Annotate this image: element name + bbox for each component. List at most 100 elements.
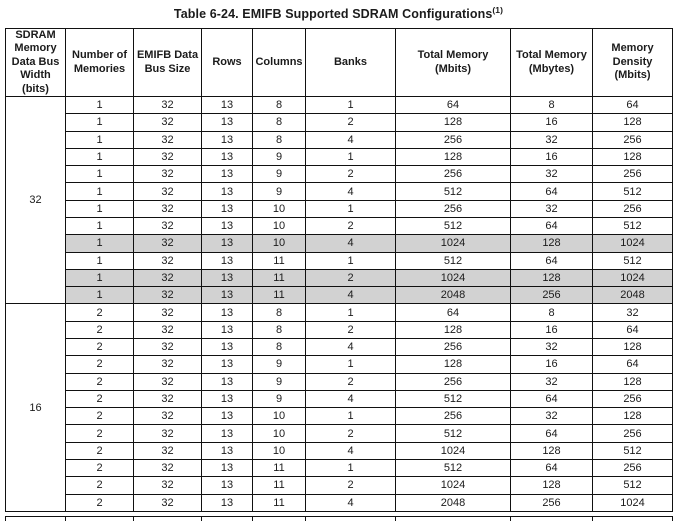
table-cell: 11	[252, 458, 306, 478]
table-cell: 64	[592, 320, 673, 339]
table-cell: 32	[133, 303, 202, 322]
table-cell: 32	[510, 337, 593, 357]
table-cell: 1	[65, 96, 134, 115]
table-cell: 1	[65, 251, 134, 270]
table-cell: 16	[510, 147, 593, 167]
table-cell: 32	[133, 424, 202, 443]
table-cell: 1024	[592, 268, 673, 288]
table-cell: 1	[65, 113, 134, 132]
continuation-cell	[592, 516, 673, 521]
table-row: 1 32 13 11 2 1024 128 1024	[6, 268, 673, 288]
table-row: 2 32 13 9 2 256 32 128	[6, 372, 673, 391]
table-cell: 1	[305, 355, 396, 374]
table-cell: 512	[395, 389, 511, 409]
table-cell: 1	[65, 130, 134, 149]
table-cell: 512	[395, 216, 511, 236]
bus-width-cell: 16	[5, 303, 66, 512]
table-continuation-row	[5, 516, 673, 521]
table-cell: 128	[510, 234, 593, 253]
table-cell: 128	[510, 268, 593, 288]
table-cell: 2	[305, 165, 396, 184]
table-row: 2 32 13 10 1 256 32 128	[6, 407, 673, 426]
table-cell: 512	[592, 216, 673, 236]
table-cell: 1	[65, 182, 134, 201]
table-cell: 11	[252, 476, 306, 495]
table-cell: 4	[305, 286, 396, 305]
table-row: 2 32 13 11 4 2048 256 1024	[6, 493, 673, 512]
table-cell: 2	[65, 407, 134, 426]
table-cell: 2	[65, 441, 134, 460]
table-cell: 32	[510, 199, 593, 219]
table-cell: 2	[65, 458, 134, 478]
table-cell: 4	[305, 234, 396, 253]
table-cell: 64	[592, 355, 673, 374]
table-cell: 10	[252, 234, 306, 253]
table-cell: 1	[305, 147, 396, 167]
table-cell: 32	[133, 407, 202, 426]
table-cell: 13	[201, 96, 253, 115]
table-cell: 13	[201, 182, 253, 201]
table-cell: 64	[510, 389, 593, 409]
table-cell: 4	[305, 493, 396, 512]
table-cell: 128	[592, 147, 673, 167]
table-cell: 512	[592, 182, 673, 201]
table-cell: 32	[133, 389, 202, 409]
table-cell: 13	[201, 389, 253, 409]
table-cell: 1024	[395, 268, 511, 288]
table-cell: 32	[133, 130, 202, 149]
table-cell: 256	[592, 165, 673, 184]
continuation-cell	[5, 516, 66, 521]
table-cell: 2	[65, 424, 134, 443]
table-cell: 32	[133, 147, 202, 167]
table-cell: 8	[510, 303, 593, 322]
table-row: 1 32 13 10 1 256 32 256	[6, 199, 673, 219]
col-header-bus-width: SDRAM Memory Data Bus Width (bits)	[5, 27, 66, 98]
table-cell: 512	[592, 251, 673, 270]
col-header-total-memory-mbits: Total Memory (Mbits)	[395, 27, 511, 98]
table-cell: 13	[201, 458, 253, 478]
continuation-cell	[201, 516, 253, 521]
table-cell: 32	[133, 476, 202, 495]
table-cell: 13	[201, 424, 253, 443]
table-cell: 8	[252, 96, 306, 115]
table-cell: 32	[133, 355, 202, 374]
table-row: 16 2 32 13 8 1 64 8 32	[5, 303, 673, 512]
table-cell: 1024	[395, 476, 511, 495]
table-cell: 256	[395, 130, 511, 149]
table-row: 1 32 13 9 2 256 32 256	[6, 165, 673, 184]
table-row: 2 32 13 11 1 512 64 256	[6, 458, 673, 478]
table-cell: 2	[305, 320, 396, 339]
table-cell: 2	[65, 303, 134, 322]
table-cell: 11	[252, 286, 306, 305]
col-header-banks: Banks	[305, 27, 396, 98]
table-row: 2 32 13 8 2 128 16 64	[6, 320, 673, 339]
table-cell: 13	[201, 441, 253, 460]
table-cell: 32	[133, 234, 202, 253]
table-cell: 1	[305, 199, 396, 219]
table-cell: 8	[252, 320, 306, 339]
col-header-columns: Columns	[252, 27, 306, 98]
table-cell: 256	[510, 286, 593, 305]
table-cell: 64	[510, 458, 593, 478]
table-cell: 128	[592, 372, 673, 391]
table-cell: 32	[133, 268, 202, 288]
table-cell: 13	[201, 320, 253, 339]
table-cell: 11	[252, 251, 306, 270]
col-header-emifb-bus-size: EMIFB Data Bus Size	[133, 27, 202, 98]
table-cell: 16	[510, 320, 593, 339]
table-cell: 8	[252, 337, 306, 357]
table-cell: 32	[133, 458, 202, 478]
table-cell: 2	[305, 424, 396, 443]
table-cell: 256	[395, 337, 511, 357]
table-cell: 128	[395, 355, 511, 374]
table-cell: 2048	[395, 493, 511, 512]
table-cell: 13	[201, 372, 253, 391]
table-cell: 32	[510, 407, 593, 426]
table-cell: 1024	[395, 441, 511, 460]
table-cell: 1	[305, 96, 396, 115]
table-cell: 256	[592, 130, 673, 149]
table-cell: 10	[252, 407, 306, 426]
table-cell: 13	[201, 407, 253, 426]
continuation-cell	[395, 516, 511, 521]
